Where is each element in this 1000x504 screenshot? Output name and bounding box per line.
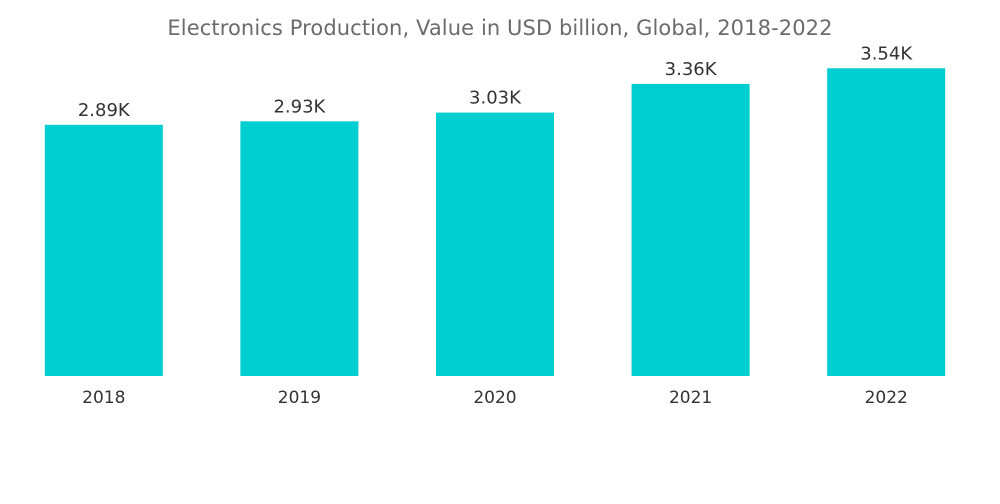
x-tick-label-2021: 2021	[669, 388, 712, 408]
data-label-2020: 3.03K	[469, 88, 522, 109]
x-tick-label-2019: 2019	[278, 388, 321, 408]
bar-2022	[827, 68, 946, 377]
chart-title: Electronics Production, Value in USD bil…	[167, 16, 833, 40]
x-tick-label-2018: 2018	[82, 388, 125, 408]
x-tick-label-2022: 2022	[865, 388, 908, 408]
x-tick-label-2020: 2020	[473, 388, 516, 408]
data-label-2022: 3.54K	[860, 43, 913, 64]
bar-2018	[44, 124, 163, 376]
data-label-2021: 3.36K	[665, 59, 718, 80]
bar-2021	[631, 83, 750, 377]
data-label-2018: 2.89K	[78, 100, 131, 121]
bar-2020	[436, 112, 554, 376]
bar-2019	[240, 121, 359, 376]
data-label-2019: 2.93K	[273, 96, 326, 117]
